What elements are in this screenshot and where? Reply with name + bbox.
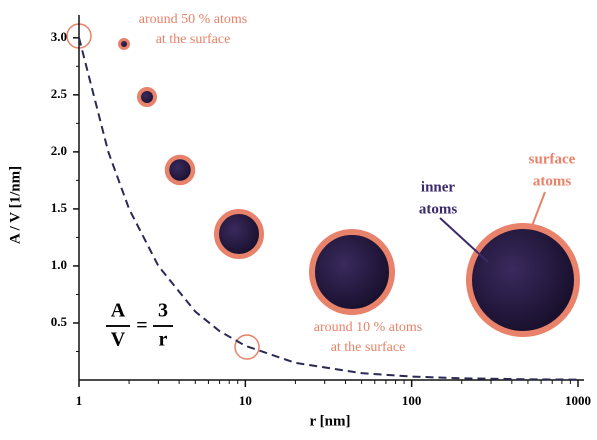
y-tick-label: 1.0	[51, 257, 67, 272]
x-tick-label: 1	[76, 393, 83, 408]
annotation: atoms	[533, 173, 571, 189]
y-tick-label: 0.5	[51, 314, 68, 329]
equation-part: =	[136, 315, 147, 337]
equation-part: r	[159, 329, 168, 351]
annotation: inner	[421, 179, 456, 195]
x-tick-label: 100	[402, 393, 422, 408]
annotation: atoms	[419, 201, 457, 217]
y-tick-label: 3.0	[51, 29, 67, 44]
x-tick-label: 10	[239, 393, 252, 408]
chart: around 50 % atoms at the surface around …	[0, 0, 597, 435]
y-tick-label: 1.5	[51, 200, 68, 215]
equation: A V = 3 r	[106, 300, 173, 351]
annotation: around 10 % atoms	[314, 320, 422, 335]
annotation: surface	[529, 151, 576, 167]
y-tick-label: 2.0	[51, 143, 67, 158]
particles	[120, 40, 578, 335]
equation-part: 3	[158, 300, 168, 322]
y-axis-label: A / V [1/nm]	[7, 166, 23, 244]
pointer	[440, 218, 488, 262]
annotation: at the surface	[331, 340, 406, 355]
y-tick-label: 2.5	[51, 86, 68, 101]
x-tick-label: 1000	[565, 393, 591, 408]
equation-part: V	[111, 329, 126, 351]
annotation: at the surface	[156, 32, 231, 47]
annotation: around 50 % atoms	[139, 12, 247, 27]
pointer	[532, 192, 545, 226]
x-axis-label: r [nm]	[310, 413, 351, 429]
equation-part: A	[111, 300, 126, 322]
